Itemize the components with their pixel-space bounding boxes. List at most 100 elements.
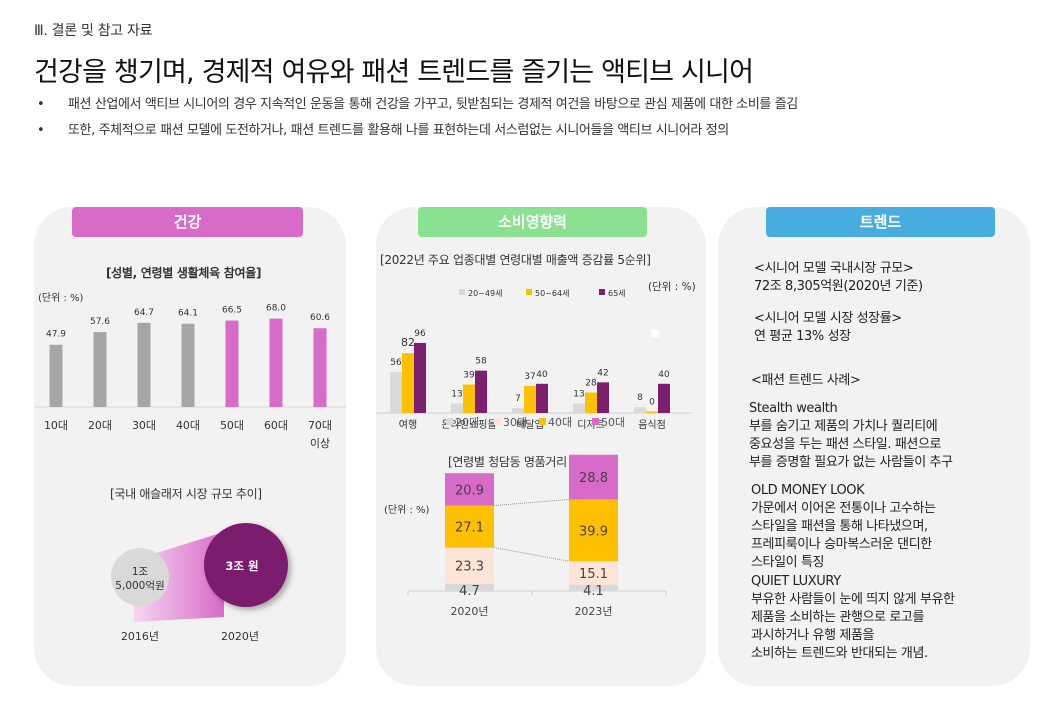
bar [524,385,536,413]
sales-growth-chart-title: [2022년 주요 업종대별 연령대별 매출액 증감률 5순위] [380,253,651,267]
connector-line [493,547,570,562]
legend-label: 20~49세 [468,289,502,298]
year-2020-label: 2020년 [221,630,259,643]
category-label: 2023년 [574,605,612,618]
stack-segment [569,561,618,585]
page-title: 건강을 챙기며, 경제적 여유와 패션 트렌드를 즐기는 액티브 시니어 [34,57,754,88]
bar [225,320,239,407]
legend-swatch [446,418,453,425]
value-label: 13 [573,390,584,400]
bar [414,342,426,413]
legend-label: 40대 [548,416,572,429]
legend-swatch [494,418,501,425]
trend-block-line: 제품을 소비하는 관행으로 로고를 [751,610,925,625]
segment-label: 23.3 [455,560,484,575]
value-label: 42 [597,368,608,378]
stack-segment [569,584,618,591]
legend-label: 50~64세 [535,289,569,298]
category-label: 배달앱 [516,419,544,431]
luxury-sales-chart: 20대 30대 40대 50대 4.7 23.3 27.1 20.9 2020년 4.1 15.1 3… [407,416,667,618]
legend-swatch [592,418,599,425]
category-label: 온라인쇼핑몰 [441,419,496,431]
value-label: 64.7 [134,308,154,318]
category-label: 60대 [264,419,288,432]
value-label: 0 [649,398,655,408]
trend-block-line: 연 평균 13% 성장 [754,329,851,344]
value-label: 56 [390,358,402,368]
bar [536,383,548,413]
value-label: 60.6 [310,313,330,323]
legend-label: 20대 [455,416,479,429]
bar [269,318,283,407]
value-label: 68.0 [266,304,286,314]
stack-segment [445,547,494,584]
trend-block-heading: <시니어 모델 시장 성장률> [754,311,902,326]
trend-block-line: 스타일을 패션을 통해 나타냈으며, [751,519,928,534]
bar [137,322,151,407]
trend-block-line: 스타일이 특징 [751,555,825,570]
trend-block: Stealth wealth 부를 숨기고 제품의 가치나 퀄리티에 중요성을 두는… [749,400,953,472]
category-label: 음식점 [638,419,666,431]
category-label: 20대 [88,419,112,432]
luxury-chart-title: [연령별 청담동 명품거리 매출] [448,455,597,469]
stray-mark [651,329,659,337]
connector-line [493,498,570,507]
value-label: 8 [637,393,643,403]
bar [93,332,107,407]
value-label: 40 [536,370,548,380]
category-label: 10대 [44,419,68,432]
health-header: 건강 [72,207,303,237]
segment-label: 20.9 [455,483,484,498]
sports-chart-title: [성별, 연령별 생활체육 참여율] [106,266,262,280]
bar [49,344,63,407]
value-label: 28 [585,379,597,389]
value-label: 66.5 [222,306,242,316]
stack-segment [445,583,494,591]
trend-block: <시니어 모델 시장 성장률> 연 평균 13% 성장 [754,310,902,346]
bubble-2016-label-2: 5,000억원 [115,580,164,592]
bubble-2020 [204,523,288,607]
legend-swatch [526,289,532,295]
trend-block-line: 소비하는 트렌드와 반대되는 개념. [751,646,928,661]
legend-label: 50대 [601,416,625,429]
legend-swatch [459,289,465,295]
segment-label: 27.1 [455,521,484,536]
segment-label: 39.9 [579,524,608,539]
bullet-text: 또한, 주체적으로 패션 모델에 도전하거나, 패션 트렌드를 활용해 나를 표… [68,123,729,138]
trend-card: 트렌드 <시니어 모델 국내시장 규모> 72조 8,305억원(2020년 기준… [718,207,1030,686]
bullet-dot: • [37,123,45,138]
category-label: 40대 [176,419,200,432]
consumption-header: 소비영향력 [418,207,647,237]
health-card: 건강 [성별, 연령별 생활체육 참여율] (단위 : %) 47.9 10대 57… [34,207,346,686]
category-label: 여행 [399,419,417,431]
bar [313,328,327,407]
trend-block: OLD MONEY LOOK 가문에서 이어온 전통이나 고수하는 스타일을 패션을… [751,482,936,572]
year-2016-label: 2016년 [121,630,159,643]
trend-block: QUIET LUXURY 부유한 사람들이 눈에 띄지 않게 부유한 제품을 소비하… [751,573,955,663]
trend-block-heading: <시니어 모델 국내시장 규모> [754,261,914,276]
bubble-2020-label: 3조 원 [225,559,258,573]
bullet-dot: • [37,97,45,112]
value-label: 13 [451,390,462,400]
bar [597,382,609,413]
category-label: 50대 [220,419,244,432]
trend-block-line: 72조 8,305억원(2020년 기준) [754,279,923,294]
bar [402,353,414,413]
value-label: 64.1 [178,309,198,319]
trend-block: <패션 트렌드 사례> [751,372,861,390]
trend-block-line: 부를 증명할 필요가 없는 사람들이 추구 [749,455,953,470]
legend-swatch [539,418,546,425]
sports-participation-chart: 47.9 10대 57.6 20대 64.7 30대 64.1 40대 66.5 50대 68.0 6… [34,304,346,450]
bar [646,411,658,413]
trend-block-heading: QUIET LUXURY [751,574,841,589]
category-label: 70대 [308,419,332,432]
legend-label: 65세 [608,289,626,298]
value-label: 82 [401,336,415,349]
bar [585,392,597,413]
segment-label: 4.7 [459,584,480,599]
value-label: 57.6 [90,317,110,327]
value-label: 47.9 [46,330,66,340]
value-label: 96 [414,329,426,339]
trend-block-line: 부를 숨기고 제품의 가치나 퀄리티에 [749,419,938,434]
category-label: 2020년 [450,605,488,618]
